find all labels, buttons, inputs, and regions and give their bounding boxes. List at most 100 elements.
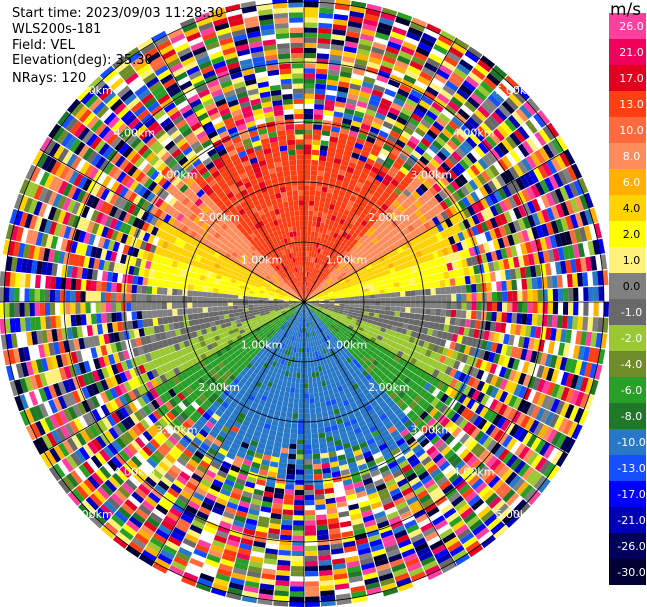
velocity-gate xyxy=(291,423,298,429)
velocity-gate xyxy=(339,127,350,135)
velocity-gate xyxy=(308,303,314,305)
velocity-gate xyxy=(351,337,358,344)
velocity-gate xyxy=(514,324,522,336)
velocity-gate xyxy=(309,195,315,201)
velocity-gate xyxy=(367,349,374,357)
velocity-gate xyxy=(323,109,334,117)
velocity-gate xyxy=(304,459,313,465)
velocity-gate xyxy=(460,284,467,294)
velocity-gate xyxy=(452,401,462,412)
velocity-gate xyxy=(505,135,518,149)
velocity-gate xyxy=(336,285,342,290)
velocity-gate xyxy=(593,286,599,301)
velocity-gate xyxy=(550,328,557,341)
velocity-gate xyxy=(299,388,304,394)
velocity-gate xyxy=(449,215,458,226)
velocity-gate xyxy=(368,287,375,292)
velocity-gate xyxy=(384,186,394,196)
velocity-gate xyxy=(421,401,431,411)
velocity-gate xyxy=(456,259,463,269)
velocity-gate xyxy=(324,315,330,320)
velocity-gate xyxy=(311,246,316,253)
velocity-gate xyxy=(481,292,487,302)
velocity-gate xyxy=(456,352,464,362)
velocity-gate xyxy=(461,196,471,208)
velocity-gate xyxy=(466,336,474,347)
velocity-gate xyxy=(512,206,522,220)
velocity-gate xyxy=(470,92,484,105)
velocity-gate xyxy=(444,316,451,325)
velocity-gate xyxy=(314,268,319,275)
velocity-gate xyxy=(282,509,294,516)
velocity-gate xyxy=(342,197,350,205)
velocity-gate xyxy=(439,88,453,100)
velocity-gate xyxy=(349,156,359,165)
velocity-gate xyxy=(526,278,533,290)
velocity-gate xyxy=(461,229,470,240)
velocity-gate xyxy=(555,385,566,400)
velocity-gate xyxy=(567,287,574,302)
velocity-gate xyxy=(542,426,554,441)
velocity-gate xyxy=(580,257,587,272)
velocity-gate xyxy=(347,20,363,29)
velocity-gate xyxy=(429,158,441,169)
velocity-gate xyxy=(310,272,314,278)
velocity-gate xyxy=(313,473,323,480)
velocity-gate xyxy=(389,243,397,251)
velocity-gate xyxy=(305,292,309,298)
velocity-gate xyxy=(350,206,358,214)
velocity-gate xyxy=(304,545,318,552)
velocity-gate xyxy=(314,303,320,305)
velocity-gate xyxy=(479,320,486,330)
velocity-gate xyxy=(454,147,466,159)
velocity-gate xyxy=(305,261,309,267)
velocity-gate xyxy=(304,220,308,226)
velocity-gate xyxy=(504,169,515,182)
velocity-gate xyxy=(376,74,389,84)
velocity-gate xyxy=(305,337,309,343)
velocity-gate xyxy=(315,78,327,85)
velocity-gate xyxy=(361,257,368,264)
velocity-gate xyxy=(304,144,312,150)
velocity-gate xyxy=(410,391,419,401)
velocity-gate xyxy=(517,255,525,268)
velocity-gate xyxy=(189,557,204,568)
velocity-gate xyxy=(309,302,315,304)
velocity-gate xyxy=(308,288,311,293)
velocity-gate xyxy=(334,296,340,299)
velocity-gate xyxy=(342,55,355,64)
velocity-gate xyxy=(454,277,461,286)
velocity-gate xyxy=(449,368,458,378)
velocity-gate xyxy=(339,302,345,304)
velocity-gate xyxy=(334,106,345,113)
velocity-gate xyxy=(498,448,510,462)
velocity-gate xyxy=(479,360,488,371)
velocity-gate xyxy=(410,230,419,239)
velocity-gate xyxy=(368,153,378,162)
velocity-gate xyxy=(344,299,350,302)
velocity-gate xyxy=(315,311,320,316)
velocity-gate xyxy=(377,169,387,179)
velocity-gate xyxy=(319,150,328,157)
velocity-gate xyxy=(296,444,304,450)
velocity-gate xyxy=(447,169,458,180)
velocity-gate xyxy=(531,212,541,226)
velocity-gate xyxy=(304,342,307,348)
velocity-gate xyxy=(317,422,324,429)
velocity-gate xyxy=(316,175,324,182)
velocity-gate xyxy=(312,285,317,291)
velocity-gate xyxy=(545,396,556,411)
velocity-gate xyxy=(429,315,436,323)
velocity-gate xyxy=(383,227,391,235)
velocity-gate xyxy=(338,229,345,236)
velocity-gate xyxy=(461,335,469,345)
velocity-gate xyxy=(344,192,352,200)
velocity-gate xyxy=(348,291,355,295)
velocity-gate xyxy=(353,343,360,350)
velocity-gate xyxy=(339,328,346,334)
velocity-gate xyxy=(323,305,330,308)
velocity-gate xyxy=(459,58,474,72)
velocity-gate xyxy=(404,197,414,207)
velocity-gate xyxy=(375,272,382,279)
velocity-gate xyxy=(397,275,404,282)
